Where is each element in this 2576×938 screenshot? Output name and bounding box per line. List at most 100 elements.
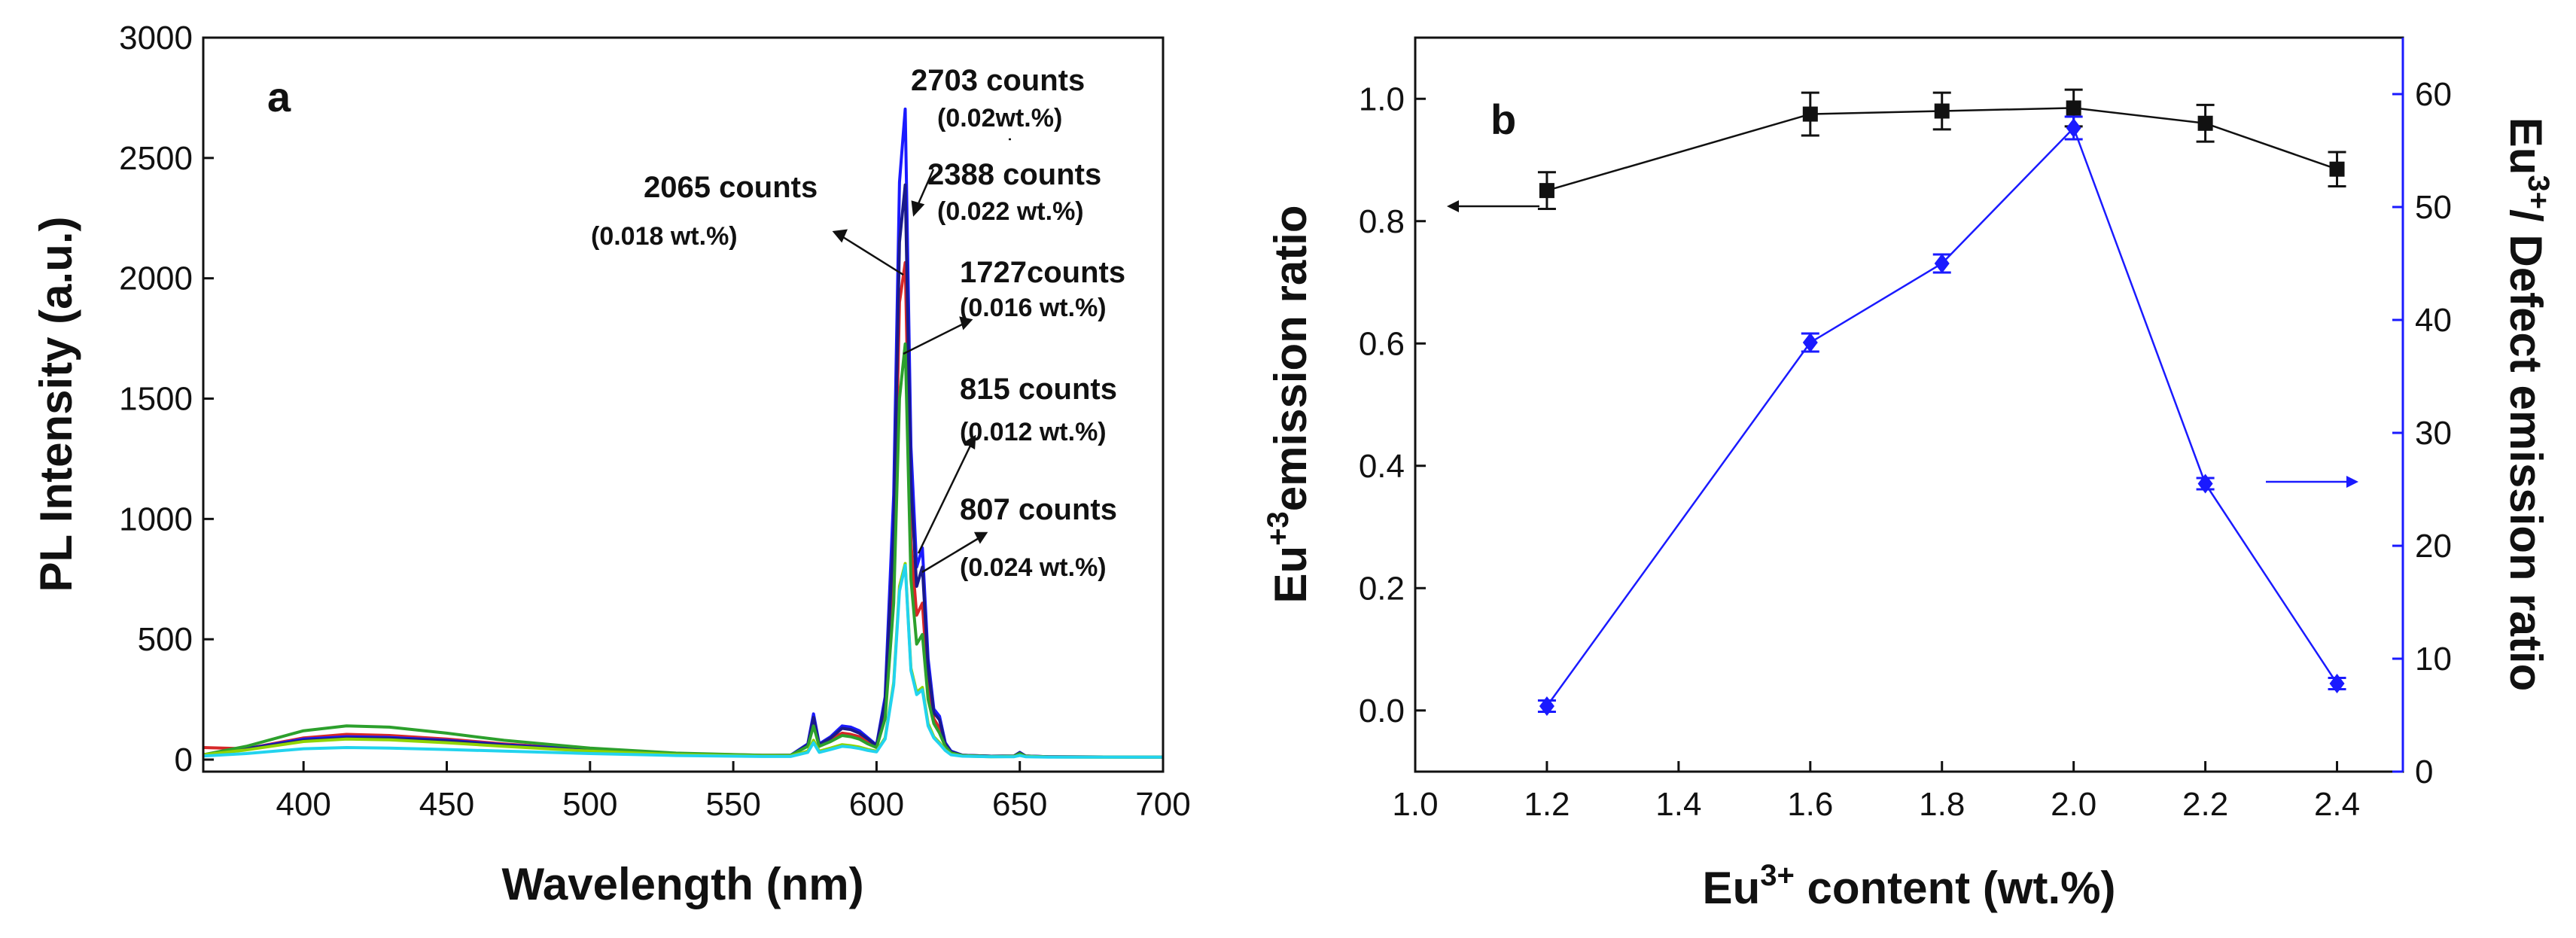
data-point-square	[2197, 115, 2213, 131]
series-line-left	[1546, 107, 2337, 192]
b-x-tick-label: 1.0	[1392, 786, 1438, 823]
a-y-tick-label: 1000	[119, 501, 193, 538]
x-label-rest: content (wt.%)	[1795, 863, 2116, 913]
annotation-2065-count: 2065 counts	[644, 171, 818, 204]
a-x-tick-label: 700	[1135, 786, 1190, 823]
b-left-y-tick-label: 0.8	[1359, 203, 1405, 240]
a-y-tick-label: 2500	[119, 140, 193, 177]
left-y-label-base: Eu	[1265, 546, 1316, 604]
a-x-tick-label: 400	[276, 786, 330, 823]
series-line-0012wt	[202, 562, 1163, 759]
annotation-2388-count: 2388 counts	[927, 158, 1101, 191]
arrow-807	[921, 537, 979, 574]
b-right-y-tick-label: 60	[2415, 76, 2452, 113]
b-x-tick-label: 1.8	[1919, 786, 1965, 823]
left-y-label-sup: +3	[1262, 511, 1295, 546]
a-x-tick-label: 450	[419, 786, 474, 823]
b-right-y-tick-label: 30	[2415, 415, 2452, 452]
b-right-y-tick-label: 50	[2415, 189, 2452, 226]
panel-a-frame	[202, 36, 1165, 773]
b-left-y-tick-label: 0.4	[1359, 448, 1405, 485]
a-y-tick-label: 500	[138, 621, 193, 658]
panel-b-left-y-ticks: 0.0 0.2 0.4 0.6 0.8 1.0	[1359, 81, 1426, 729]
arrow-1727	[903, 322, 964, 355]
b-x-tick-label: 1.2	[1524, 786, 1570, 823]
data-point-square	[1802, 106, 1818, 122]
panel-a-y-axis-label: PL Intensity (a.u.)	[31, 217, 81, 592]
a-y-tick-label: 1500	[119, 381, 193, 418]
data-point-square	[1539, 183, 1554, 199]
data-point-square	[2066, 100, 2081, 116]
right-axis-arrowhead	[2346, 476, 2358, 488]
annotation-807-sample: (0.024 wt.%)	[960, 553, 1107, 582]
arrow-2065	[842, 236, 904, 276]
arrowhead-815	[963, 434, 976, 450]
data-point-diamond	[2197, 474, 2213, 494]
b-left-y-tick-label: 0.0	[1359, 693, 1405, 729]
b-right-y-tick-label: 10	[2415, 641, 2452, 678]
panel-a-label: a	[267, 73, 291, 120]
panel-a-x-ticks: 400 450 500 550 600 650 700	[276, 761, 1191, 823]
annotation-2388-sample: (0.022 wt.%)	[937, 197, 1084, 226]
a-x-tick-label: 550	[705, 786, 760, 823]
left-y-label-rest: emission ratio	[1265, 205, 1316, 511]
data-point-square	[1934, 103, 1950, 119]
a-x-tick-label: 600	[849, 786, 904, 823]
data-point-diamond	[2329, 674, 2345, 693]
right-y-label-base: Eu	[2501, 117, 2551, 175]
panel-b: 1.0 1.2 1.4 1.6 1.8 2.0 2.2 2.4 0.0 0.2 0.4 0.6 0.8…	[1262, 36, 2555, 913]
data-point-diamond	[1539, 696, 1554, 716]
b-left-y-tick-label: 0.2	[1359, 570, 1405, 607]
arrowhead-2388	[911, 200, 925, 217]
data-point-square	[2329, 161, 2345, 177]
annotation-807-count: 807 counts	[960, 493, 1117, 526]
b-x-tick-label: 1.4	[1655, 786, 1701, 823]
right-y-label-rest: / Defect emission ratio	[2501, 209, 2551, 691]
b-left-y-tick-label: 0.6	[1359, 325, 1405, 362]
annotation-815-sample: (0.012 wt.%)	[960, 418, 1107, 446]
arrowhead-807	[973, 531, 988, 544]
b-x-tick-label: 1.6	[1787, 786, 1833, 823]
b-x-tick-label: 2.2	[2182, 786, 2228, 823]
a-x-tick-label: 500	[562, 786, 617, 823]
series-line-0024wt	[202, 564, 1163, 759]
b-right-y-tick-label: 20	[2415, 528, 2452, 565]
panel-b-x-ticks: 1.0 1.2 1.4 1.6 1.8 2.0 2.2 2.4	[1392, 761, 2360, 823]
x-label-sup: 3+	[1760, 859, 1795, 892]
data-point-diamond	[1934, 254, 1950, 273]
panel-b-right-y-axis-label: Eu3+/ Defect emission ratio	[2501, 117, 2555, 691]
data-point-diamond	[2066, 118, 2081, 138]
annotation-1727-count: 1727counts	[960, 256, 1125, 289]
annotation-2065-sample: (0.018 wt.%)	[591, 222, 738, 251]
b-x-tick-label: 2.0	[2051, 786, 2096, 823]
panel-a-plot-area	[202, 107, 1164, 759]
arrow-2388	[915, 169, 935, 208]
series-line-right	[1545, 126, 2338, 707]
right-y-label-sup: 3+	[2522, 175, 2555, 209]
panel-a-annotations: 2703 counts (0.02wt.%) 2065 counts (0.01…	[591, 64, 1125, 582]
a-y-tick-label: 2000	[119, 260, 193, 297]
panel-b-axis-arrows	[1447, 200, 2358, 488]
panel-a-y-ticks: 0 500 1000 1500 2000 2500 3000	[119, 20, 214, 778]
panel-a-x-axis-label: Wavelength (nm)	[501, 859, 863, 909]
panel-b-x-axis-label: Eu3+ content (wt.%)	[1703, 859, 2116, 913]
panel-b-plot-area	[1537, 88, 2346, 716]
arrowhead-1727	[959, 316, 973, 330]
x-label-base: Eu	[1703, 863, 1761, 913]
panel-b-left-y-axis-label: Eu+3emission ratio	[1262, 205, 1316, 603]
annotation-815-count: 815 counts	[960, 373, 1117, 406]
panel-b-frame	[1414, 36, 2404, 773]
series-line-0016wt	[202, 342, 1163, 759]
annotation-1727-sample: (0.016 wt.%)	[960, 294, 1107, 322]
annotation-2703-count: 2703 counts	[911, 64, 1085, 97]
b-x-tick-label: 2.4	[2314, 786, 2360, 823]
a-y-tick-label: 0	[175, 742, 193, 778]
annotation-2703-sample: (0.02wt.%)	[937, 104, 1062, 132]
a-x-tick-label: 650	[992, 786, 1047, 823]
b-right-y-tick-label: 0	[2415, 754, 2433, 790]
arrowhead-2065	[832, 229, 848, 243]
panel-b-label: b	[1490, 96, 1516, 143]
arrow-815	[917, 443, 973, 554]
b-right-y-tick-label: 40	[2415, 302, 2452, 339]
